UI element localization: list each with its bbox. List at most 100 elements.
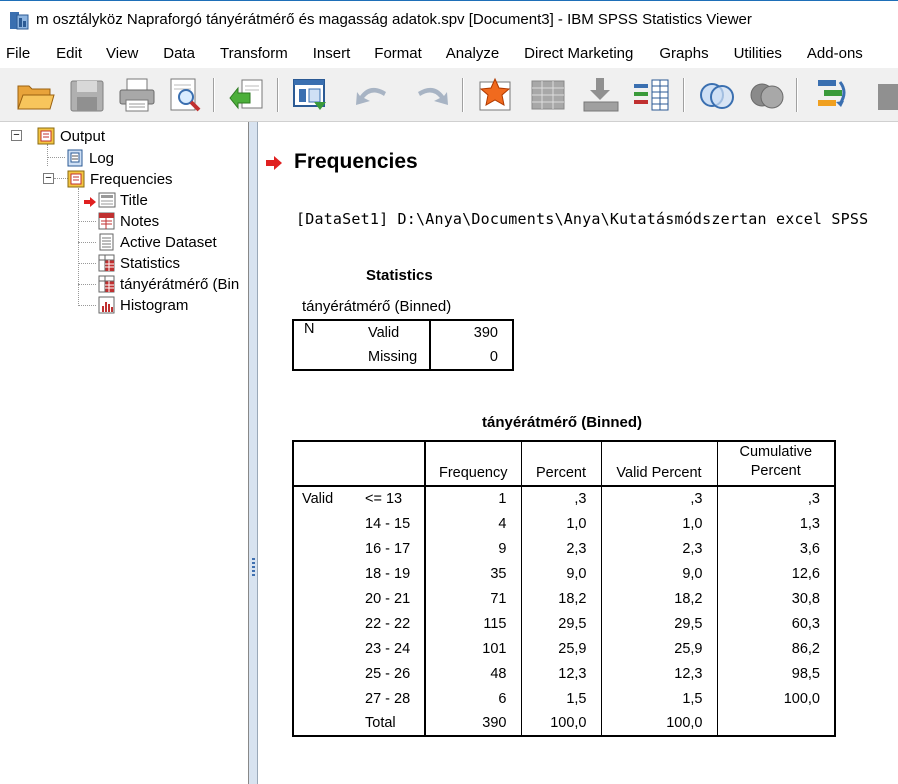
redo-icon[interactable] xyxy=(410,76,452,114)
print-preview-icon[interactable] xyxy=(165,76,207,114)
tree-item-notes[interactable]: Notes xyxy=(97,211,159,231)
group-label-cell xyxy=(292,536,359,561)
active-dataset-icon xyxy=(97,233,117,251)
window-title: m osztályköz Napraforgó tányérátmérő és … xyxy=(36,11,752,28)
weight-cases-icon[interactable] xyxy=(746,76,788,114)
tree-item-log[interactable]: Log xyxy=(66,148,114,168)
splitter-grip-icon[interactable] xyxy=(252,558,255,578)
menu-file[interactable]: File xyxy=(6,44,31,62)
goto-case-icon[interactable] xyxy=(528,76,570,114)
undo-icon[interactable] xyxy=(352,76,394,114)
menu-format[interactable]: Format xyxy=(374,44,422,62)
group-label-cell xyxy=(292,661,359,686)
header-empty-cell xyxy=(359,440,425,487)
chart-icon xyxy=(97,296,117,314)
menu-transform[interactable]: Transform xyxy=(219,44,288,62)
pane-splitter[interactable] xyxy=(249,122,258,784)
tree-item-title[interactable]: Title xyxy=(97,190,148,210)
title-bar: m osztályköz Napraforgó tányérátmérő és … xyxy=(0,0,898,38)
valid-percent-cell: 1,0 xyxy=(600,511,717,536)
table-header-row: Frequency Percent Valid Percent Cumulati… xyxy=(292,440,836,487)
frequency-cell: 1 xyxy=(424,486,521,511)
group-label-cell xyxy=(292,711,359,737)
menu-insert[interactable]: Insert xyxy=(312,44,351,62)
log-icon xyxy=(66,149,86,167)
tree-item-output[interactable]: Output xyxy=(37,126,105,146)
n-label: N xyxy=(292,319,362,344)
table-row: Valid <= 13 1,3,3,3 xyxy=(292,486,836,511)
valid-value: 390 xyxy=(428,319,515,344)
frequency-cell: 71 xyxy=(424,586,521,611)
tree-item-histogram[interactable]: Histogram xyxy=(97,295,188,315)
group-label-cell xyxy=(292,611,359,636)
tree-item-label: Statistics xyxy=(120,254,181,272)
collapse-output-toggle[interactable]: − xyxy=(11,130,22,141)
table-row: 23 - 24 101 25,9 25,9 86,2 xyxy=(292,636,836,661)
percent-cell: 2,3 xyxy=(520,536,601,561)
pivot-table-icon xyxy=(97,254,117,272)
table-row: 22 - 22 115 29,5 29,5 60,3 xyxy=(292,611,836,636)
frequency-table[interactable]: Frequency Percent Valid Percent Cumulati… xyxy=(292,440,836,737)
frequency-cell: 35 xyxy=(424,561,521,586)
menu-bar: File Edit View Data Transform Insert For… xyxy=(0,38,898,68)
group-label-cell xyxy=(292,636,359,661)
missing-value: 0 xyxy=(428,344,515,371)
header-frequency: Frequency xyxy=(424,440,521,487)
tree-item-statistics[interactable]: Statistics xyxy=(97,253,180,273)
frequency-table-title: tányérátmérő (Binned) xyxy=(482,414,643,431)
table-row: 25 - 26 48 12,3 12,3 98,5 xyxy=(292,661,836,686)
group-label-cell xyxy=(292,561,359,586)
menu-edit[interactable]: Edit xyxy=(56,44,83,62)
tree-line xyxy=(78,242,96,243)
menu-data[interactable]: Data xyxy=(163,44,195,62)
tree-item-frequency-table[interactable]: tányérátmérő (Bin xyxy=(97,274,239,294)
recall-dialog-icon[interactable] xyxy=(290,76,332,114)
percent-cell: 9,0 xyxy=(520,561,601,586)
variables-icon[interactable] xyxy=(630,76,672,114)
cumulative-percent-cell: 1,3 xyxy=(716,511,836,536)
export-icon[interactable] xyxy=(226,76,268,114)
show-all-variables-icon[interactable] xyxy=(868,76,898,114)
spss-viewer-icon xyxy=(8,9,30,31)
output-content-pane: Frequencies [DataSet1] D:\Anya\Documents… xyxy=(258,122,898,784)
frequency-cell: 4 xyxy=(424,511,521,536)
table-row: 18 - 19 35 9,0 9,0 12,6 xyxy=(292,561,836,586)
valid-percent-cell: 1,5 xyxy=(600,686,717,711)
table-total-row: Total 390 100,0 100,0 xyxy=(292,711,836,737)
dataset-path-text[interactable]: [DataSet1] D:\Anya\Documents\Anya\Kutatá… xyxy=(296,210,869,228)
table-row: 16 - 17 9 2,3 2,3 3,6 xyxy=(292,536,836,561)
toolbar-separator xyxy=(213,78,215,112)
valid-label: Valid xyxy=(362,319,430,344)
table-row: N Valid 390 xyxy=(292,319,515,344)
frequency-cell: 390 xyxy=(424,711,521,737)
header-empty-cell xyxy=(292,440,359,487)
collapse-frequencies-toggle[interactable]: − xyxy=(43,173,54,184)
group-label-cell xyxy=(292,586,359,611)
frequency-cell: 9 xyxy=(424,536,521,561)
cumulative-percent-cell: 12,6 xyxy=(716,561,836,586)
split-file-icon[interactable] xyxy=(810,76,852,114)
tree-item-frequencies[interactable]: Frequencies xyxy=(67,169,173,189)
menu-utilities[interactable]: Utilities xyxy=(733,44,782,62)
tree-item-active-dataset[interactable]: Active Dataset xyxy=(97,232,217,252)
output-book-icon xyxy=(37,127,57,145)
goto-data-icon[interactable] xyxy=(474,76,516,114)
menu-add-ons[interactable]: Add-ons xyxy=(806,44,863,62)
menu-view[interactable]: View xyxy=(106,44,139,62)
menu-analyze[interactable]: Analyze xyxy=(445,44,500,62)
tree-line xyxy=(78,263,96,264)
output-heading[interactable]: Frequencies xyxy=(294,150,418,173)
row-label-cell: 23 - 24 xyxy=(365,640,411,657)
goto-variable-icon[interactable] xyxy=(580,76,622,114)
statistics-table[interactable]: N Valid 390 Missing 0 xyxy=(292,319,515,371)
save-icon[interactable] xyxy=(66,76,108,114)
select-cases-icon[interactable] xyxy=(696,76,738,114)
menu-direct-marketing[interactable]: Direct Marketing xyxy=(524,44,634,62)
tree-item-label: Log xyxy=(89,149,115,167)
valid-percent-cell: 29,5 xyxy=(600,611,717,636)
row-label-cell: Total xyxy=(359,711,425,737)
open-folder-icon[interactable] xyxy=(14,76,56,114)
menu-graphs[interactable]: Graphs xyxy=(659,44,709,62)
print-icon[interactable] xyxy=(116,76,158,114)
frequency-cell: 115 xyxy=(424,611,521,636)
